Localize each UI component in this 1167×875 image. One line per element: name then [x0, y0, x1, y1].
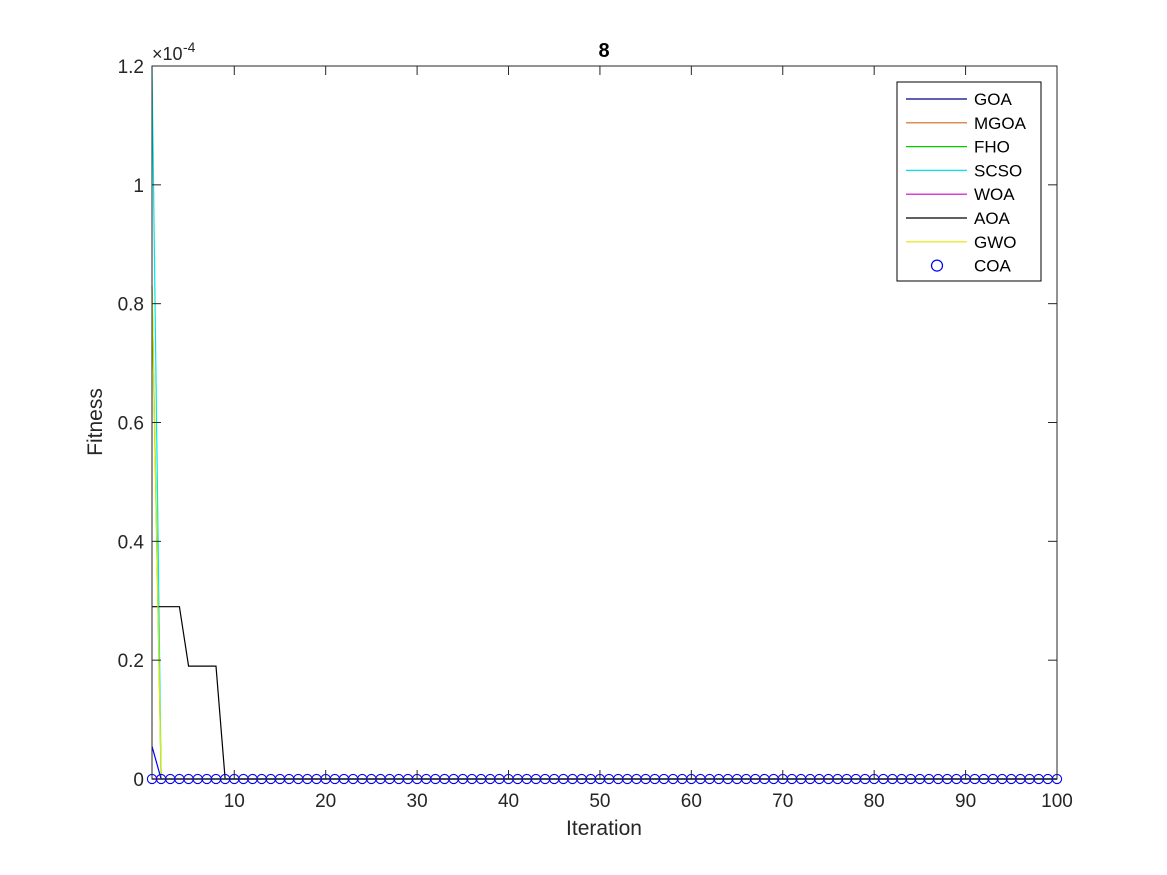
x-tick-label: 40 [498, 791, 519, 812]
y-tick-label: 1 [133, 176, 144, 197]
x-tick-label: 70 [772, 791, 793, 812]
x-tick-label: 20 [315, 791, 336, 812]
chart-title: 8 [598, 40, 609, 62]
x-tick-label: 10 [224, 791, 245, 812]
y-tick-label: 0.8 [118, 295, 144, 316]
legend-box [896, 81, 1042, 282]
legend-label-fho: FHO [974, 138, 1010, 157]
y-tick-label: 0.6 [118, 414, 144, 435]
legend: GOA MGOA FHO SCSO WOA AOA GWO COA [896, 81, 1042, 282]
y-tick-label: 0.2 [118, 651, 144, 672]
x-tick-label: 100 [1041, 791, 1073, 812]
x-tick-label: 50 [589, 791, 610, 812]
y-exponent-base: ×10 [152, 44, 183, 64]
ticks-layer: 10 20 30 40 50 60 70 80 90 100 0 0.2 0.4 0.6 0.8 1 1.2 [118, 57, 1073, 812]
legend-label-woa: WOA [974, 185, 1015, 204]
legend-label-goa: GOA [974, 90, 1012, 109]
x-tick-label: 90 [955, 791, 976, 812]
y-exponent-power: -4 [183, 39, 196, 55]
legend-marker-coa [930, 259, 944, 272]
y-tick-label: 1.2 [118, 57, 144, 78]
legend-label-scso: SCSO [974, 161, 1022, 180]
legend-label-mgoa: MGOA [974, 114, 1027, 133]
x-tick-label: 30 [407, 791, 428, 812]
y-tick-label: 0 [133, 770, 144, 791]
y-exponent: ×10 -4 [152, 39, 196, 64]
legend-label-aoa: AOA [974, 209, 1011, 228]
y-axis-label: Fitness [84, 388, 107, 456]
y-tick-label: 0.4 [118, 532, 145, 553]
legend-label-coa: COA [974, 257, 1012, 276]
legend-label-gwo: GWO [974, 233, 1017, 252]
x-axis-label: Iteration [566, 817, 642, 840]
x-tick-label: 80 [864, 791, 885, 812]
x-tick-label: 60 [681, 791, 702, 812]
